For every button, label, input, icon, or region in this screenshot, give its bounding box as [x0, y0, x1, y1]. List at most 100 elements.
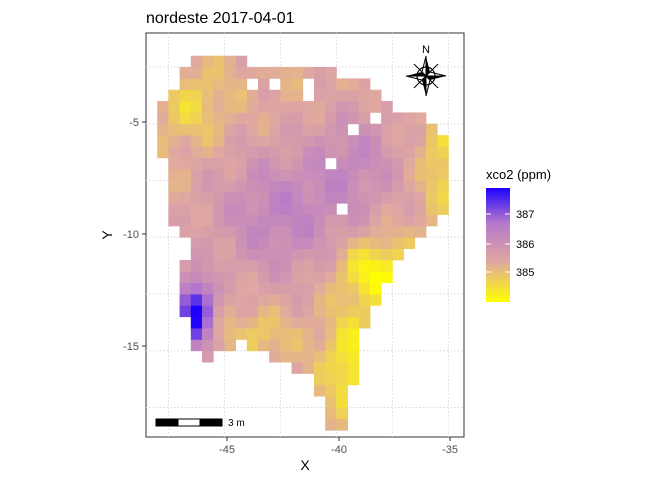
xco2-cell: [291, 191, 304, 204]
xco2-cell: [201, 328, 214, 340]
y-tick-label: -15: [123, 341, 139, 353]
xco2-cell: [246, 316, 259, 329]
xco2-cell: [414, 169, 427, 181]
xco2-cell: [257, 203, 270, 215]
xco2-cell: [280, 78, 292, 91]
xco2-cell: [358, 305, 371, 318]
xco2-cell: [381, 180, 393, 193]
xco2-cell: [179, 294, 192, 306]
xco2-cell: [168, 191, 180, 204]
xco2-cell: [437, 203, 449, 215]
xco2-cell: [213, 180, 225, 193]
xco2-cell: [425, 123, 438, 136]
xco2-cell: [347, 214, 360, 227]
y-tick-label: -5: [129, 117, 139, 129]
xco2-cell: [302, 362, 315, 374]
xco2-cell: [392, 123, 404, 136]
xco2-cell: [168, 180, 180, 193]
xco2-cell: [302, 316, 315, 329]
xco2-cell: [168, 112, 180, 125]
xco2-cell: [437, 146, 449, 159]
xco2-cell: [224, 123, 236, 136]
xco2-cell: [425, 214, 438, 227]
xco2-cell: [336, 305, 348, 318]
xco2-cell: [201, 203, 214, 215]
xco2-cell: [269, 146, 281, 159]
xco2-cell: [425, 169, 438, 181]
xco2-cell: [392, 112, 404, 125]
xco2-cell: [358, 146, 371, 159]
xco2-cell: [246, 328, 259, 340]
xco2-cell: [291, 282, 304, 295]
xco2-cell: [336, 396, 348, 408]
xco2-cell: [157, 123, 169, 136]
xco2-cell: [246, 67, 259, 79]
xco2-cell: [280, 191, 292, 204]
xco2-cell: [269, 316, 281, 329]
xco2-cell: [358, 316, 371, 329]
scale-bar: 3 m: [155, 418, 245, 429]
xco2-cell: [190, 191, 203, 204]
xco2-cell: [201, 248, 214, 261]
xco2-cell: [257, 146, 270, 159]
xco2-cell: [302, 180, 315, 193]
xco2-cell: [190, 225, 203, 238]
xco2-cell: [313, 89, 326, 102]
xco2-cell: [291, 362, 304, 374]
xco2-cell: [414, 146, 427, 159]
xco2-cell: [213, 305, 225, 318]
xco2-cell: [347, 135, 360, 147]
xco2-cell: [168, 89, 180, 102]
xco2-cell: [257, 339, 270, 352]
xco2-cell: [381, 203, 393, 215]
xco2-cell: [437, 169, 449, 181]
xco2-cell: [313, 316, 326, 329]
xco2-cell: [291, 316, 304, 329]
xco2-cell: [325, 294, 337, 306]
xco2-cell: [257, 305, 270, 318]
xco2-cell: [257, 271, 270, 284]
xco2-cell: [392, 225, 404, 238]
xco2-cell: [280, 169, 292, 181]
xco2-cell: [336, 271, 348, 284]
xco2-cell: [336, 248, 348, 261]
xco2-cell: [257, 123, 270, 136]
xco2-cell: [157, 135, 169, 147]
xco2-cell: [325, 305, 337, 318]
xco2-cell: [325, 123, 337, 136]
xco2-cell: [347, 191, 360, 204]
xco2-cell: [414, 112, 427, 125]
xco2-cell: [381, 248, 393, 261]
xco2-cell: [213, 248, 225, 261]
xco2-cell: [347, 157, 360, 170]
xco2-cell: [224, 214, 236, 227]
xco2-cell: [280, 316, 292, 329]
xco2-cell: [201, 157, 214, 170]
xco2-cell: [325, 78, 337, 91]
xco2-cell: [437, 191, 449, 204]
xco2-cell: [246, 112, 259, 125]
xco2-cell: [313, 248, 326, 261]
xco2-cell: [246, 191, 259, 204]
xco2-cell: [179, 101, 192, 113]
xco2-cell: [313, 237, 326, 250]
xco2-cell: [313, 191, 326, 204]
xco2-cell: [201, 339, 214, 352]
xco2-cell: [224, 157, 236, 170]
xco2-cell: [213, 112, 225, 125]
xco2-cell: [313, 350, 326, 363]
xco2-cell: [190, 112, 203, 125]
xco2-cell: [403, 180, 416, 193]
xco2-cell: [257, 180, 270, 193]
xco2-cell: [336, 407, 348, 420]
xco2-cell: [325, 384, 337, 397]
xco2-cell: [280, 339, 292, 352]
xco2-cell: [269, 135, 281, 147]
xco2-cell: [425, 191, 438, 204]
xco2-cell: [213, 282, 225, 295]
xco2-cell: [336, 225, 348, 238]
xco2-cell: [179, 157, 192, 170]
xco2-cell: [336, 237, 348, 250]
xco2-cell: [358, 259, 371, 272]
xco2-cell: [336, 78, 348, 91]
